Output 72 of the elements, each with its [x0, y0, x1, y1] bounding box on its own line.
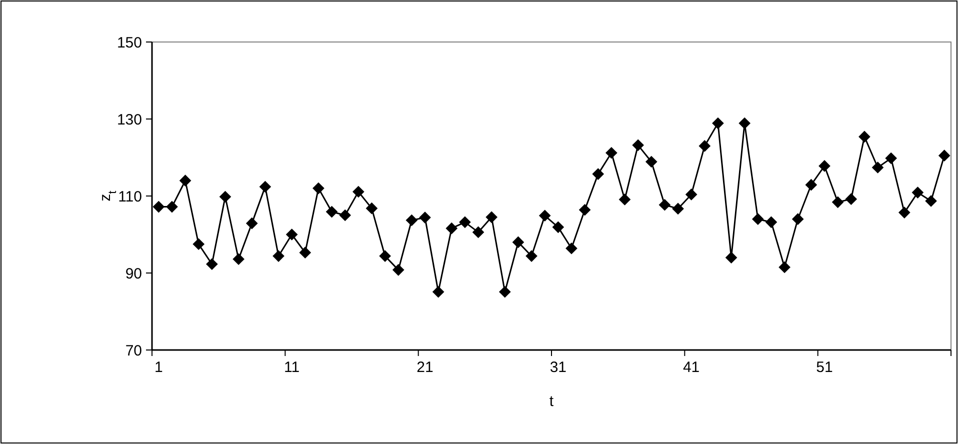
point: [326, 206, 338, 218]
x-tick-label: 41: [682, 359, 700, 376]
point: [672, 202, 684, 215]
point: [805, 178, 818, 191]
point: [472, 226, 484, 238]
x-tick-label: 51: [816, 359, 833, 376]
point: [299, 246, 312, 259]
point: [526, 250, 538, 262]
point: [379, 250, 391, 262]
point: [392, 264, 404, 276]
y-tick-label: 70: [125, 342, 142, 360]
point: [632, 139, 644, 152]
point: [419, 212, 431, 224]
point: [339, 209, 352, 222]
point: [606, 146, 618, 159]
point: [512, 236, 524, 248]
point: [845, 193, 858, 205]
point: [538, 210, 551, 222]
point: [206, 258, 218, 270]
point: [818, 160, 830, 172]
point: [912, 186, 924, 198]
point: [765, 216, 778, 228]
point: [885, 152, 897, 164]
point: [192, 238, 205, 250]
point: [725, 252, 738, 264]
x-tick-label: 1: [154, 359, 163, 376]
point: [712, 117, 724, 130]
point: [259, 180, 272, 193]
point: [645, 156, 658, 168]
point: [272, 250, 284, 262]
point: [179, 174, 192, 187]
y-tick-label: 110: [118, 188, 142, 206]
point: [366, 202, 378, 214]
point: [219, 190, 232, 203]
point: [752, 213, 764, 226]
point: [872, 162, 884, 174]
point: [792, 213, 804, 226]
x-tick-label: 21: [416, 359, 434, 376]
point: [152, 200, 165, 213]
point: [552, 221, 564, 234]
point: [432, 286, 444, 298]
point: [592, 168, 604, 180]
point: [858, 130, 870, 143]
point: [578, 204, 591, 216]
point: [352, 186, 364, 198]
point: [685, 188, 698, 200]
point: [486, 211, 498, 224]
point: [459, 216, 471, 228]
x-tick-label: 11: [284, 359, 300, 376]
point: [312, 182, 324, 194]
point: [778, 261, 790, 274]
point: [406, 214, 418, 226]
y-tick-label: 90: [125, 265, 142, 282]
point: [232, 253, 244, 266]
point: [832, 196, 844, 208]
point: [498, 286, 511, 298]
point: [446, 222, 458, 234]
y-tick-label: 150: [116, 34, 142, 52]
point: [925, 195, 937, 207]
point: [898, 206, 910, 218]
point: [698, 140, 711, 152]
point: [738, 117, 751, 130]
point: [566, 242, 578, 254]
point: [618, 194, 631, 206]
y-tick-label: 130: [116, 111, 142, 128]
point: [938, 150, 950, 162]
point: [166, 200, 178, 213]
x-tick-label: 31: [550, 359, 566, 376]
point: [658, 198, 671, 211]
x-axis-title: t: [549, 393, 554, 410]
point: [286, 228, 298, 240]
point: [246, 217, 258, 230]
